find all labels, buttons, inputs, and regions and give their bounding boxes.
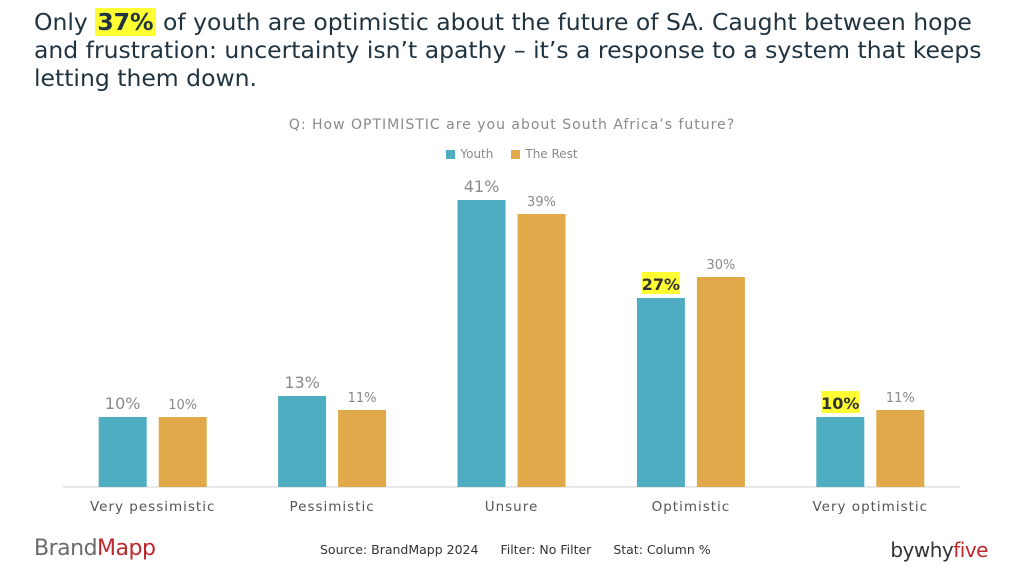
bar-the-rest — [338, 410, 387, 487]
x-tick-label: Very optimistic — [812, 499, 928, 515]
data-label-highlight — [641, 272, 680, 294]
footer-meta: Source: BrandMapp 2024 Filter: No Filter… — [320, 542, 711, 557]
bar-youth — [457, 200, 506, 487]
chart-legend: Youth The Rest — [0, 147, 1024, 161]
footer-filter: Filter: No Filter — [500, 542, 592, 557]
data-label-youth: 41% — [464, 177, 500, 196]
bar-youth — [98, 417, 147, 487]
data-label-the-rest: 11% — [348, 391, 377, 406]
legend-label-youth: Youth — [460, 147, 494, 161]
x-tick-label: Pessimistic — [290, 499, 375, 515]
data-label-the-rest: 10% — [168, 398, 197, 413]
chart-title: Q: How OPTIMISTIC are you about South Af… — [288, 117, 736, 133]
x-tick-label: Very pessimistic — [90, 499, 215, 515]
data-label-the-rest: 39% — [527, 195, 556, 210]
footer-stat: Stat: Column % — [613, 542, 711, 557]
legend-item-youth: Youth — [446, 147, 493, 161]
data-label-highlight — [821, 391, 860, 413]
bar-youth — [636, 298, 685, 487]
data-label-the-rest: 30% — [706, 258, 735, 273]
headline-part1: Only — [34, 8, 96, 36]
bar-the-rest — [696, 277, 745, 487]
legend-swatch-youth — [446, 149, 456, 159]
data-label-youth: 13% — [284, 373, 320, 392]
data-label-youth: 27% — [642, 275, 680, 294]
footer-source: Source: BrandMapp 2024 — [320, 542, 479, 557]
legend-item-the-rest: The Rest — [511, 147, 578, 161]
headline: Only 37% of youth are optimistic about t… — [34, 8, 994, 92]
data-label-youth: 10% — [105, 394, 141, 413]
legend-swatch-the-rest — [511, 149, 521, 159]
bar-the-rest — [517, 214, 566, 487]
headline-highlight: 37% — [95, 8, 156, 36]
bar-the-rest — [158, 417, 207, 487]
brandmapp-logo: BrandMapp — [34, 536, 156, 561]
x-tick-label: Optimistic — [652, 499, 731, 515]
x-tick-label: Unsure — [485, 499, 539, 515]
bar-youth — [278, 396, 327, 487]
legend-label-the-rest: The Rest — [525, 147, 578, 161]
data-label-the-rest: 11% — [886, 391, 915, 406]
bar-youth — [816, 417, 865, 487]
headline-part2: of youth are optimistic about the future… — [34, 8, 982, 92]
bar-the-rest — [876, 410, 925, 487]
data-label-youth: 10% — [821, 394, 859, 413]
bywhyfive-logo: bywhyfive — [890, 538, 988, 562]
